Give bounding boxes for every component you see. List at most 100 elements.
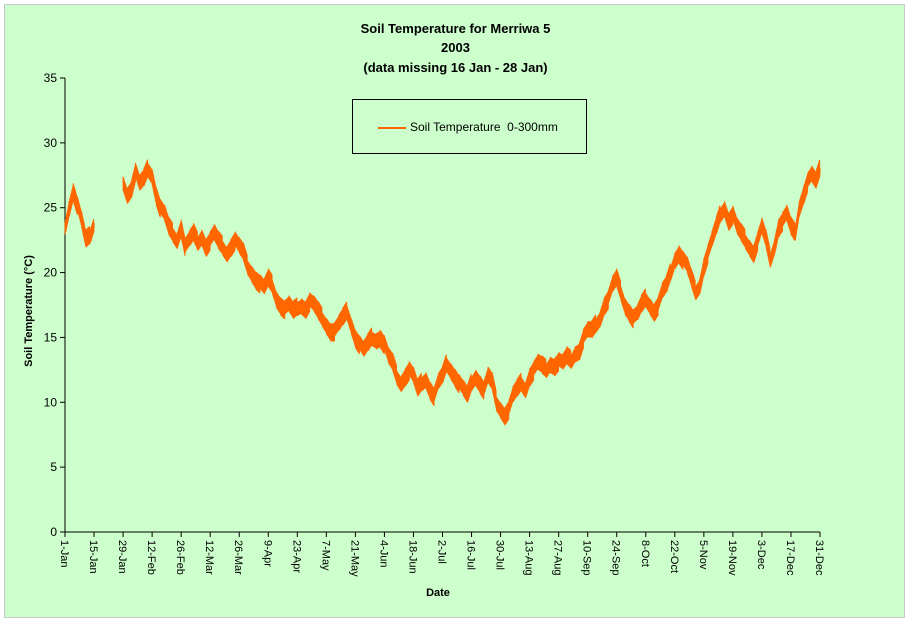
data-point — [222, 246, 224, 248]
data-point — [582, 336, 585, 338]
data-point — [533, 369, 535, 371]
data-point — [404, 375, 406, 377]
y-tick-label: 15 — [44, 330, 58, 344]
data-point — [379, 336, 381, 338]
data-point — [483, 388, 485, 390]
data-point — [516, 388, 518, 390]
data-point — [417, 388, 419, 390]
data-point — [736, 226, 738, 228]
data-point — [607, 297, 610, 300]
x-tick-label: 22-Oct — [668, 540, 680, 573]
data-point — [180, 226, 182, 228]
data-point — [699, 284, 701, 287]
data-point — [234, 239, 236, 241]
data-point — [64, 226, 66, 228]
data-point — [375, 339, 377, 341]
x-tick-label: 10-Sep — [581, 540, 593, 575]
x-tick-label: 1-Jan — [58, 540, 70, 568]
data-point — [93, 222, 95, 224]
data-point — [89, 235, 91, 237]
data-point — [678, 252, 680, 254]
data-point — [632, 317, 634, 319]
data-point — [400, 382, 402, 384]
legend: Soil Temperature 0-300mm — [352, 99, 587, 154]
y-tick-label: 5 — [50, 460, 57, 474]
y-tick-label: 25 — [44, 201, 58, 215]
data-point — [454, 375, 456, 377]
chart-area — [4, 4, 905, 618]
y-axis-title: Soil Temperature (°C) — [23, 255, 35, 367]
data-point — [338, 323, 340, 326]
chart-title-line-2: 2003 — [441, 40, 470, 55]
data-point — [587, 330, 589, 332]
data-point — [529, 375, 531, 377]
data-point — [541, 365, 543, 367]
x-tick-label: 31-Dec — [813, 540, 825, 576]
data-point — [350, 323, 352, 326]
data-point — [284, 308, 286, 310]
data-point — [732, 213, 734, 215]
data-point — [392, 362, 394, 364]
x-tick-label: 4-Jun — [377, 540, 389, 568]
data-point — [703, 265, 705, 267]
data-point — [636, 313, 639, 315]
data-point — [761, 226, 763, 228]
data-point — [437, 382, 439, 384]
data-point — [143, 178, 145, 180]
data-point — [558, 360, 560, 362]
data-point — [794, 233, 796, 235]
data-point — [334, 330, 336, 332]
data-point — [213, 233, 215, 235]
x-tick-label: 15-Jan — [87, 540, 99, 574]
data-point — [251, 272, 253, 274]
data-point — [168, 226, 170, 228]
data-point — [682, 259, 684, 261]
y-tick-label: 30 — [44, 136, 58, 150]
data-point — [686, 265, 688, 267]
data-point — [68, 207, 70, 209]
x-tick-label: 27-Aug — [552, 540, 564, 575]
data-point — [342, 317, 344, 319]
data-point — [383, 343, 385, 345]
chart-title-line-1: Soil Temperature for Merriwa 5 — [360, 21, 551, 36]
data-point — [371, 336, 373, 338]
data-point — [72, 190, 74, 192]
data-point — [188, 239, 191, 241]
x-tick-label: 12-Feb — [145, 540, 157, 575]
chart-title-line-3: (data missing 16 Jan - 28 Jan) — [363, 60, 548, 75]
data-point — [172, 233, 174, 235]
data-point — [748, 246, 751, 248]
x-tick-label: 12-Mar — [203, 540, 215, 575]
data-point — [354, 336, 356, 338]
data-point — [276, 297, 278, 300]
data-point — [562, 362, 564, 364]
data-point — [367, 343, 369, 345]
data-point — [201, 235, 203, 237]
data-point — [209, 239, 211, 241]
data-point — [674, 259, 676, 261]
data-point — [246, 265, 249, 267]
data-point — [753, 252, 755, 254]
data-point — [715, 226, 717, 228]
x-tick-label: 5-Nov — [697, 540, 709, 570]
x-tick-label: 2-Jul — [436, 540, 448, 564]
data-point — [346, 310, 348, 313]
x-tick-label: 26-Mar — [232, 540, 244, 575]
data-point — [508, 408, 510, 410]
data-point — [728, 220, 730, 222]
data-point — [574, 352, 576, 354]
data-point — [694, 291, 697, 293]
data-point — [612, 284, 614, 287]
data-point — [570, 360, 572, 362]
data-point — [616, 278, 618, 280]
data-point — [300, 304, 303, 306]
data-point — [317, 310, 319, 313]
data-point — [657, 304, 659, 306]
data-point — [624, 304, 626, 306]
data-point — [429, 388, 431, 390]
data-point — [620, 291, 622, 293]
data-point — [549, 362, 552, 364]
data-point — [259, 282, 261, 284]
data-point — [603, 304, 605, 306]
data-point — [130, 187, 132, 189]
